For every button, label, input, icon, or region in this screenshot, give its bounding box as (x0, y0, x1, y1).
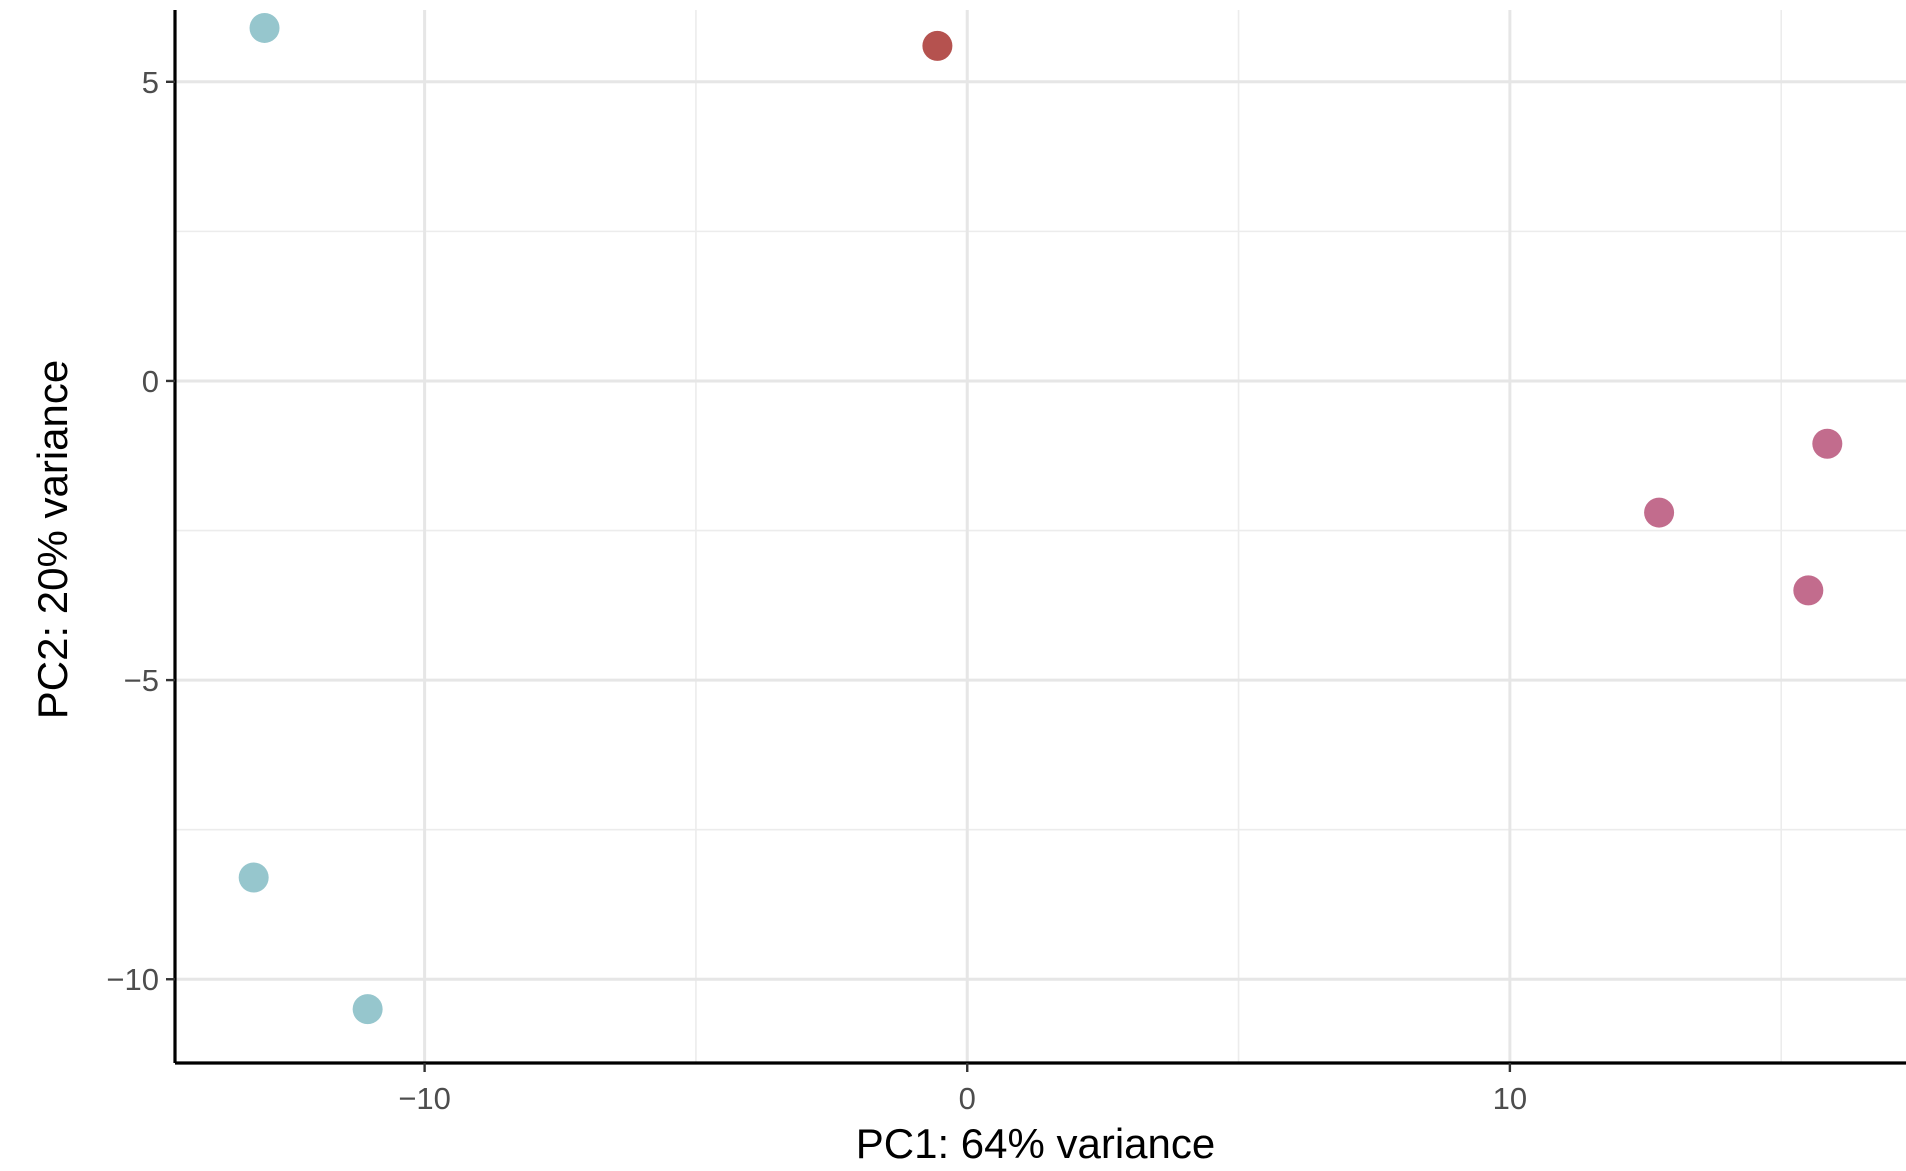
y-tick-label: 0 (142, 364, 159, 399)
scatter-point-group-1-2 (238, 862, 269, 893)
x-axis-title: PC1: 64% variance (856, 1120, 1216, 1167)
y-tick-label: −10 (106, 962, 159, 997)
y-tick-label: −5 (124, 663, 159, 698)
scatter-point-group-3-2 (1812, 428, 1843, 459)
axes (173, 10, 1906, 1065)
scatter-point-group-3-1 (1644, 497, 1675, 528)
x-tick-label: −10 (398, 1081, 451, 1116)
scatter-point-group-1-1 (249, 12, 280, 43)
grid-lines (175, 10, 1906, 1063)
scatter-point-group-3-3 (1793, 575, 1824, 606)
data-points (238, 12, 1843, 1025)
x-tick-label: 0 (959, 1081, 976, 1116)
scatter-point-group-1-3 (352, 994, 383, 1025)
x-tick-label: 10 (1493, 1081, 1527, 1116)
y-tick-label: 5 (142, 65, 159, 100)
scatter-point-group-2-3 (922, 30, 953, 61)
axis-ticks: −10 0 10 5 0 −5 −10 (106, 65, 1527, 1116)
y-axis-title: PC2: 20% variance (29, 360, 76, 720)
